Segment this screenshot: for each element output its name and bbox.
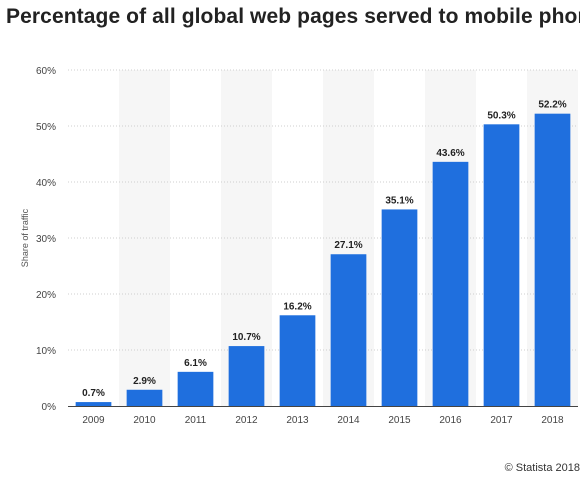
gridlines	[68, 69, 578, 351]
value-label: 6.1%	[184, 358, 207, 369]
value-label: 52.2%	[538, 100, 566, 111]
bar	[126, 389, 163, 406]
y-tick-label: 50%	[36, 122, 56, 133]
x-tick-label: 2018	[541, 415, 564, 426]
value-label: 35.1%	[385, 195, 413, 206]
bar	[381, 209, 418, 406]
x-tick-label: 2016	[439, 415, 462, 426]
x-tick-label: 2011	[185, 415, 207, 426]
value-label: 2.9%	[133, 376, 156, 387]
x-tick-label: 2015	[388, 415, 411, 426]
x-tick-label: 2010	[133, 415, 156, 426]
value-label: 27.1%	[334, 240, 362, 251]
x-tick-label: 2012	[235, 415, 258, 426]
bar	[330, 254, 367, 406]
bars	[75, 113, 571, 407]
value-label: 16.2%	[283, 301, 311, 312]
value-labels: 0.7% 2.9% 6.1% 10.7% 16.2% 27.1% 35.1% 43.6% 50.…	[82, 100, 567, 399]
bar	[483, 124, 520, 406]
x-tick-labels: 2009 2010 2011 2012 2013 2014 2015 2016 2017 2018	[82, 415, 564, 426]
value-label: 10.7%	[232, 332, 260, 343]
y-tick-label: 60%	[36, 66, 56, 77]
y-tick-label: 10%	[36, 346, 56, 357]
bar	[534, 113, 571, 407]
x-tick-label: 2013	[286, 415, 309, 426]
y-tick-label: 0%	[42, 402, 57, 413]
background-band	[119, 70, 170, 406]
bar	[228, 346, 265, 406]
x-tick-label: 2014	[337, 415, 360, 426]
x-tick-label: 2017	[490, 415, 513, 426]
y-tick-label: 20%	[36, 290, 56, 301]
chart-title: Percentage of all global web pages serve…	[6, 5, 580, 28]
bar	[75, 402, 112, 406]
bar	[279, 315, 316, 406]
y-tick-label: 30%	[36, 234, 56, 245]
bar	[432, 161, 469, 406]
value-label: 43.6%	[436, 148, 464, 159]
y-tick-labels: 0% 10% 20% 30% 40% 50% 60%	[36, 66, 56, 413]
value-label: 50.3%	[487, 110, 515, 121]
x-tick-label: 2009	[82, 415, 105, 426]
source-credit: © Statista 2018	[504, 462, 580, 474]
y-tick-label: 40%	[36, 178, 56, 189]
value-label: 0.7%	[82, 388, 105, 399]
bar	[177, 371, 214, 406]
y-axis-label: Share of traffic	[20, 208, 30, 267]
